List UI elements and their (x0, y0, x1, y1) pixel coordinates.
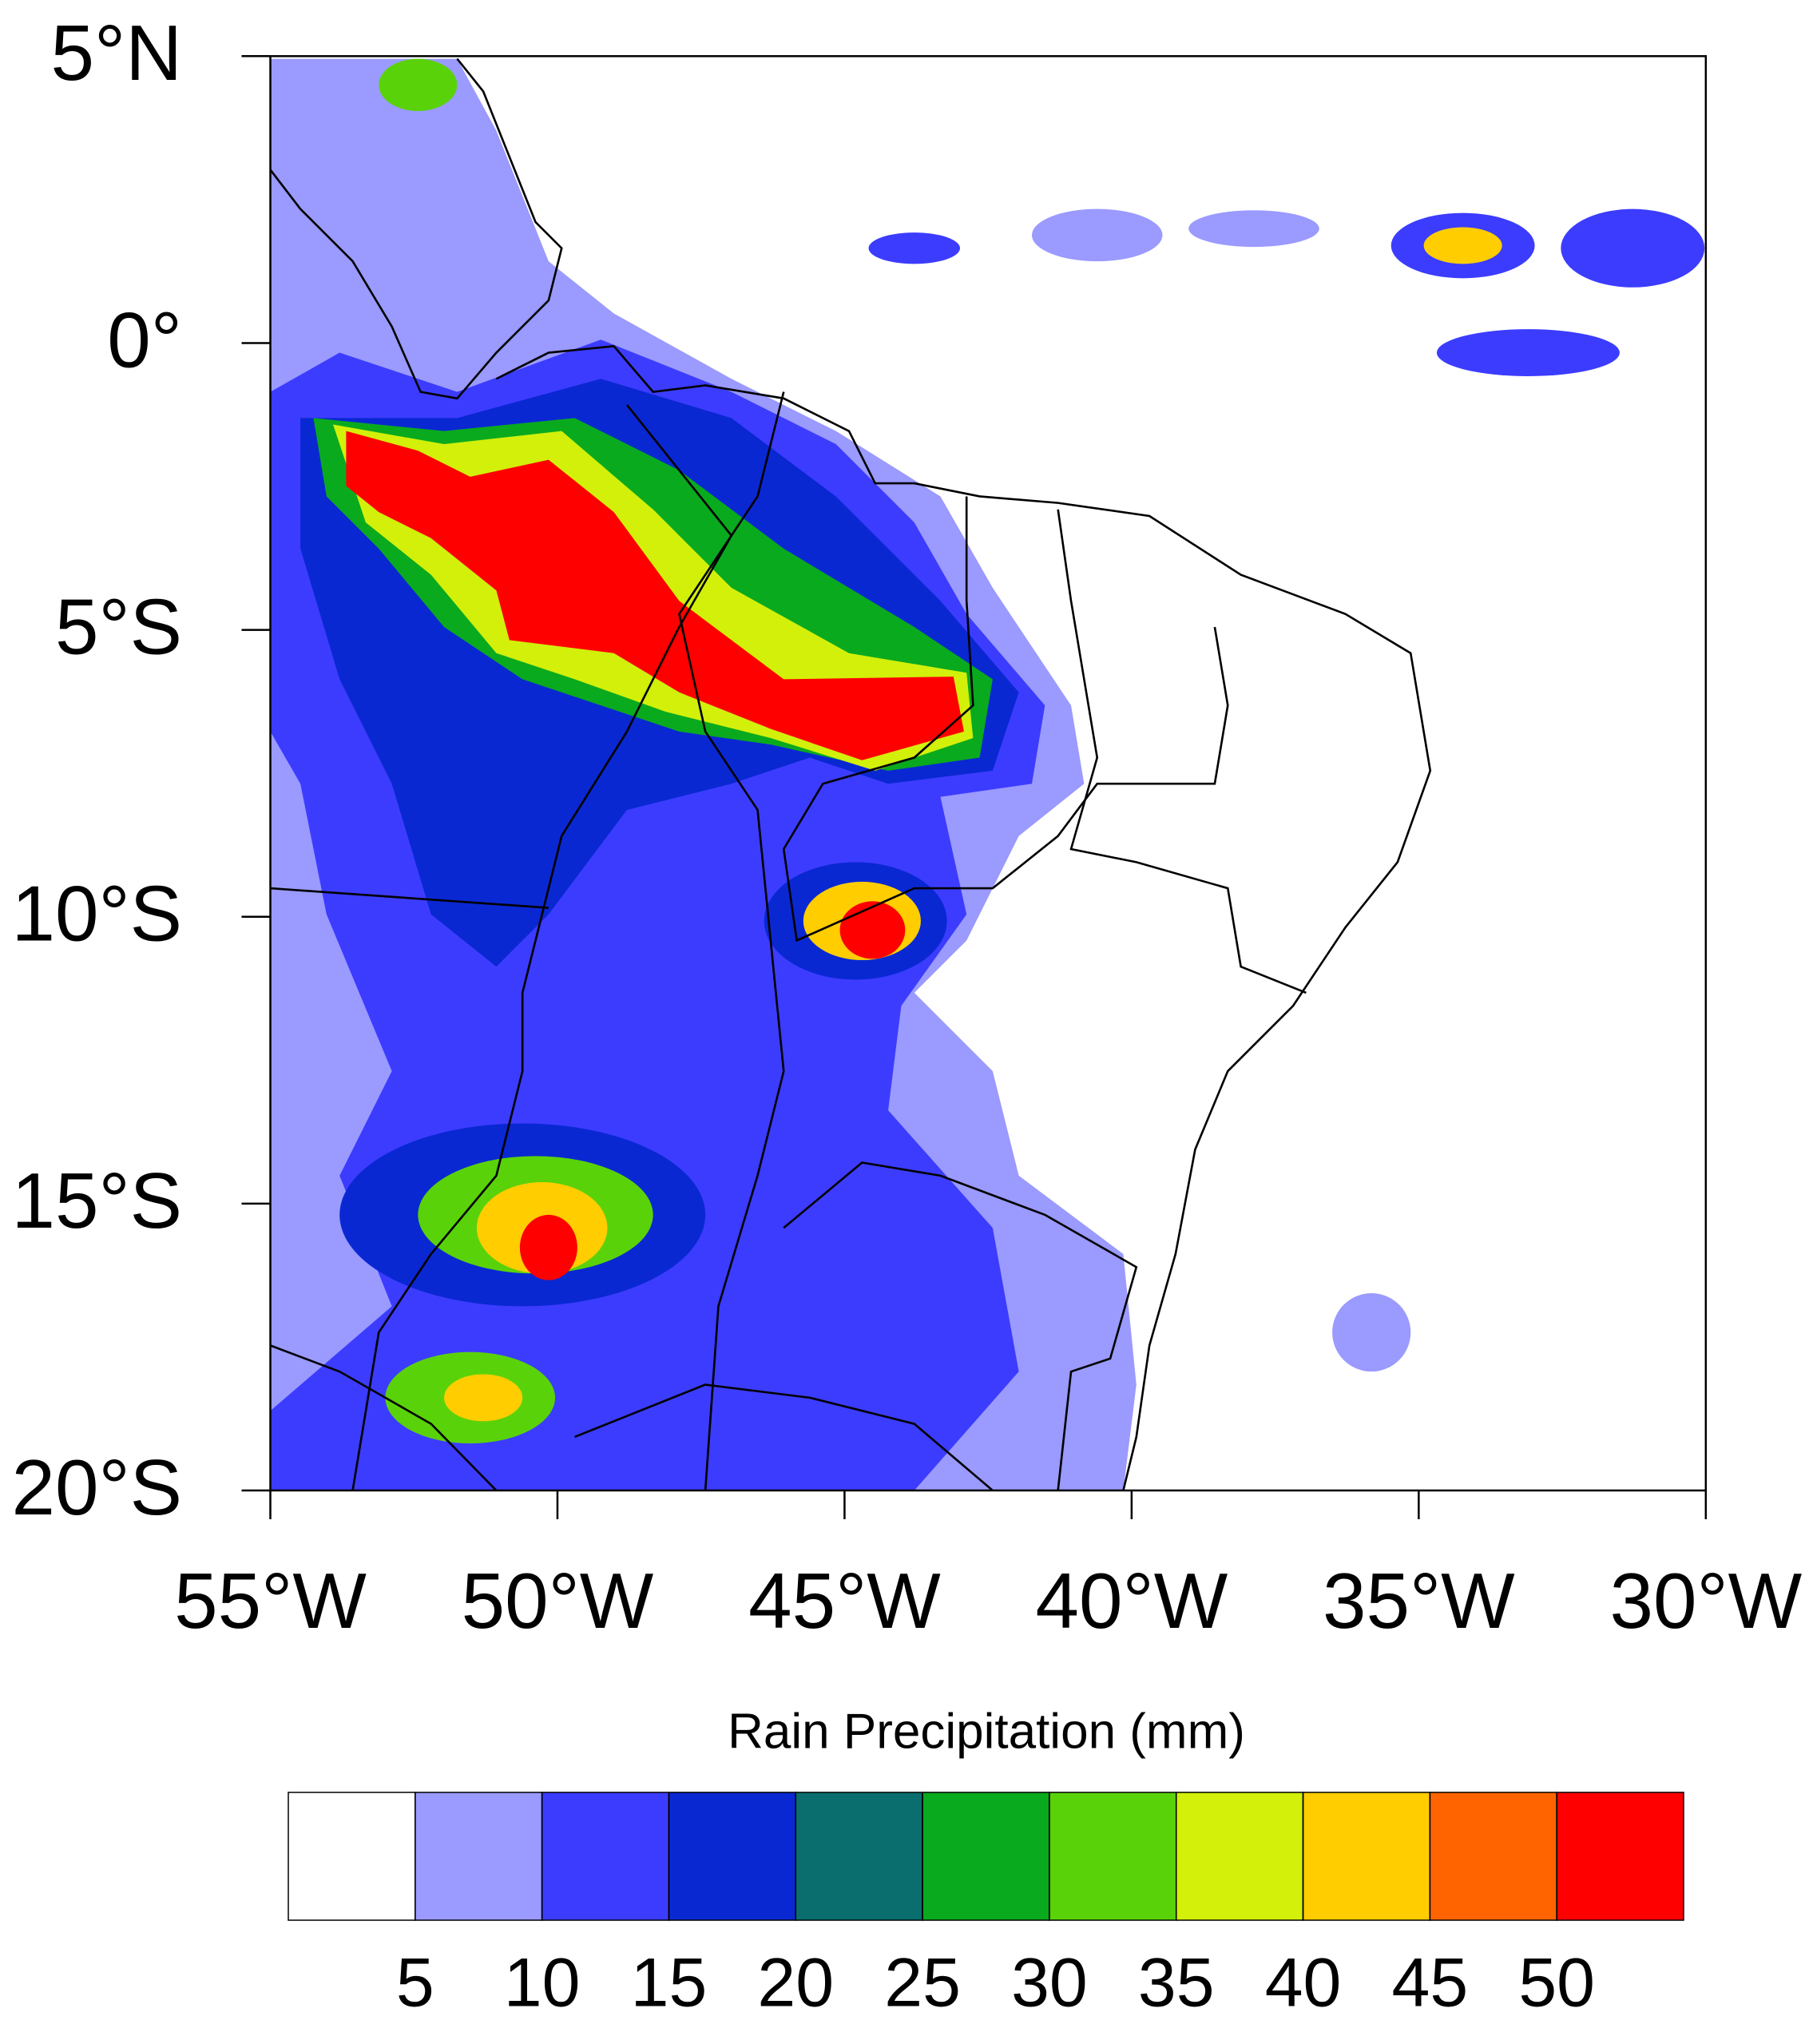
rain-area (1332, 1293, 1411, 1372)
rain-area (379, 58, 458, 112)
colorbar-box (1049, 1792, 1177, 1921)
x-tick-label: 40°W (1036, 1557, 1228, 1645)
rain-area (868, 232, 961, 264)
colorbar-label: 40 (1265, 1945, 1342, 2022)
y-tick-label: 15°S (11, 1157, 182, 1244)
colorbar-label: 25 (884, 1945, 961, 2022)
x-tick-label: 30°W (1609, 1557, 1802, 1645)
x-tick-label: 55°W (174, 1557, 367, 1645)
colorbar-label: 30 (1011, 1945, 1088, 2022)
colorbar-label: 50 (1518, 1945, 1595, 2022)
x-tick-label: 45°W (748, 1557, 941, 1645)
colorbar-label: 35 (1138, 1945, 1215, 2022)
y-tick-label: 0° (107, 296, 182, 383)
coastline (270, 58, 1432, 1490)
colorbar-box (1556, 1792, 1684, 1921)
rain-area (1188, 210, 1319, 248)
colorbar-title: Rain Precipitation (mm) (728, 1704, 1245, 1759)
colorbar-box (1302, 1792, 1431, 1921)
colorbar-box (1175, 1792, 1304, 1921)
colorbar-label: 15 (631, 1945, 708, 2022)
colorbar-box (541, 1792, 670, 1921)
y-tick-label: 10°S (11, 870, 182, 958)
rain-area (519, 1214, 577, 1280)
colorbar-box (668, 1792, 797, 1921)
plot-frame (269, 55, 1708, 1492)
rain-area (444, 1374, 523, 1422)
x-tick-label: 35°W (1323, 1557, 1515, 1645)
y-tick-label: 5°N (51, 9, 182, 97)
y-tick-label: 5°S (55, 582, 182, 670)
colorbar-box (922, 1792, 1050, 1921)
rain-area (839, 901, 906, 959)
colorbar-box (1429, 1792, 1557, 1921)
rain-area (1423, 227, 1502, 264)
colorbar-label: 10 (504, 1945, 581, 2022)
rain-area (1031, 208, 1163, 262)
colorbar-box (415, 1792, 543, 1921)
colorbar-label: 5 (396, 1945, 434, 2022)
precipitation-field (270, 58, 1705, 1490)
rain-area (1436, 329, 1620, 376)
x-tick-label: 50°W (462, 1557, 654, 1645)
colorbar-label: 45 (1392, 1945, 1469, 2022)
colorbar-box (288, 1792, 416, 1921)
colorbar-box (795, 1792, 923, 1921)
rain-area (346, 431, 964, 760)
y-tick-label: 20°S (11, 1443, 182, 1531)
colorbar-label: 20 (757, 1945, 834, 2022)
rain-area (1561, 208, 1705, 288)
